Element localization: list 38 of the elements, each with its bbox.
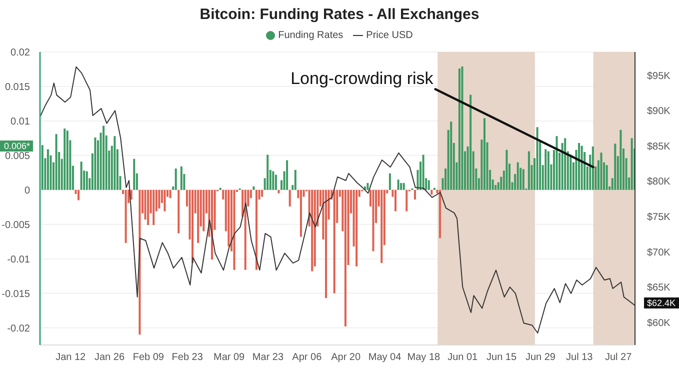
x-tick-label: Feb 09 (132, 352, 164, 364)
y2-tick-label: $90K (647, 106, 671, 118)
x-tick-label: Jun 15 (486, 352, 517, 364)
y-tick-label: 0 (24, 185, 30, 196)
y2-tick-label: $70K (647, 247, 671, 258)
y-tick-label: -0.015 (2, 288, 30, 300)
x-tick-label: Apr 20 (331, 352, 362, 364)
x-tick-label: Jul 27 (604, 352, 632, 364)
y2-tick-label: $65K (647, 282, 671, 294)
x-tick-label: Jun 29 (525, 352, 556, 364)
y-tick-label: 0.01 (10, 116, 30, 128)
x-tick-label: Mar 23 (252, 352, 284, 364)
y2-tick-label: $60K (647, 318, 671, 329)
y-tick-label: -0.01 (7, 254, 30, 266)
x-tick-label: Jun 01 (448, 352, 478, 364)
y-tick-label: -0.02 (7, 323, 30, 334)
y-tick-label: 0.015 (4, 82, 30, 93)
y2-tick-label: $80K (647, 176, 671, 188)
annotation: Long-crowding risk (290, 69, 434, 88)
y-tick-label: 0.02 (10, 48, 30, 58)
y2-tick-label: $85K (647, 141, 671, 152)
y2-tick-label: $62.4K (647, 298, 676, 308)
x-tick-label: Jul 13 (566, 352, 594, 364)
y-tick-label: 0.006* (4, 141, 30, 152)
x-tick-label: May 18 (407, 352, 441, 364)
y-tick-label: 0.005 (4, 150, 30, 162)
legend-label: Price USD (366, 30, 413, 41)
x-tick-label: Jan 26 (94, 352, 125, 364)
x-tick-label: Apr 06 (292, 352, 322, 364)
y2-tick-label: $75K (647, 212, 671, 224)
chart-title: Bitcoin: Funding Rates - All Exchanges (198, 6, 480, 23)
x-tick-label: May 04 (368, 352, 402, 364)
x-tick-label: Mar 09 (214, 352, 246, 364)
x-tick-label: Jan 12 (56, 352, 86, 364)
x-tick-label: Feb 23 (172, 352, 204, 364)
y2-tick-label: $95K (647, 70, 671, 82)
y-tick-label: -0.005 (2, 220, 30, 231)
legend-label: Funding Rates (278, 30, 344, 41)
